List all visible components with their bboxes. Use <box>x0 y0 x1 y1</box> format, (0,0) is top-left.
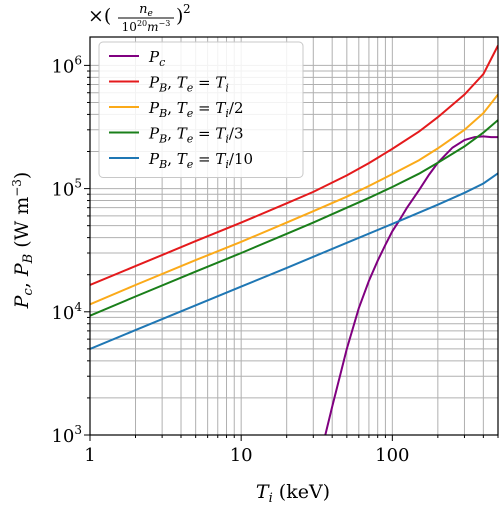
svg-text:1020m−3: 1020m−3 <box>122 19 171 34</box>
series-line-3 <box>90 119 498 317</box>
series-line-2 <box>90 93 498 306</box>
svg-text:×(: ×( <box>88 5 111 27</box>
y-tick-label: 105 <box>51 177 82 201</box>
legend-label: Pc <box>148 48 165 69</box>
y-tick-label: 103 <box>51 423 82 447</box>
svg-text:2: 2 <box>183 2 191 16</box>
series-line-4 <box>90 172 498 350</box>
legend-label: PB, Te = Ti/10 <box>148 150 253 171</box>
y-axis-label: Pc, PB (W m−3) <box>10 172 36 310</box>
legend-label: PB, Te = Ti/2 <box>148 99 244 120</box>
svg-text:ne: ne <box>139 2 153 19</box>
axes <box>84 36 499 441</box>
y-tick-label: 106 <box>51 53 82 77</box>
legend-label: PB, Te = Ti <box>148 74 229 95</box>
header-annotation: ×( ne 1020m−3 ) 2 <box>88 2 191 34</box>
series-line-1 <box>90 45 498 286</box>
legend-box <box>98 41 304 178</box>
x-axis-label: Ti (keV) <box>256 481 330 505</box>
legend-label: PB, Te = Ti/3 <box>148 125 244 146</box>
legend: Pc PB, Te = Ti PB, Te = Ti/2 PB, Te = Ti/3 P… <box>98 41 304 178</box>
tick-labels: 1 10 100 103 104 105 106 <box>51 53 409 466</box>
y-tick-label: 104 <box>51 300 82 324</box>
svg-text:): ) <box>176 5 183 27</box>
x-tick-label: 10 <box>230 445 253 466</box>
series-line-0 <box>324 135 498 435</box>
series-lines <box>90 45 498 435</box>
x-tick-label: 1 <box>84 445 95 466</box>
x-tick-label: 100 <box>375 445 409 466</box>
plot-frame <box>89 36 499 436</box>
